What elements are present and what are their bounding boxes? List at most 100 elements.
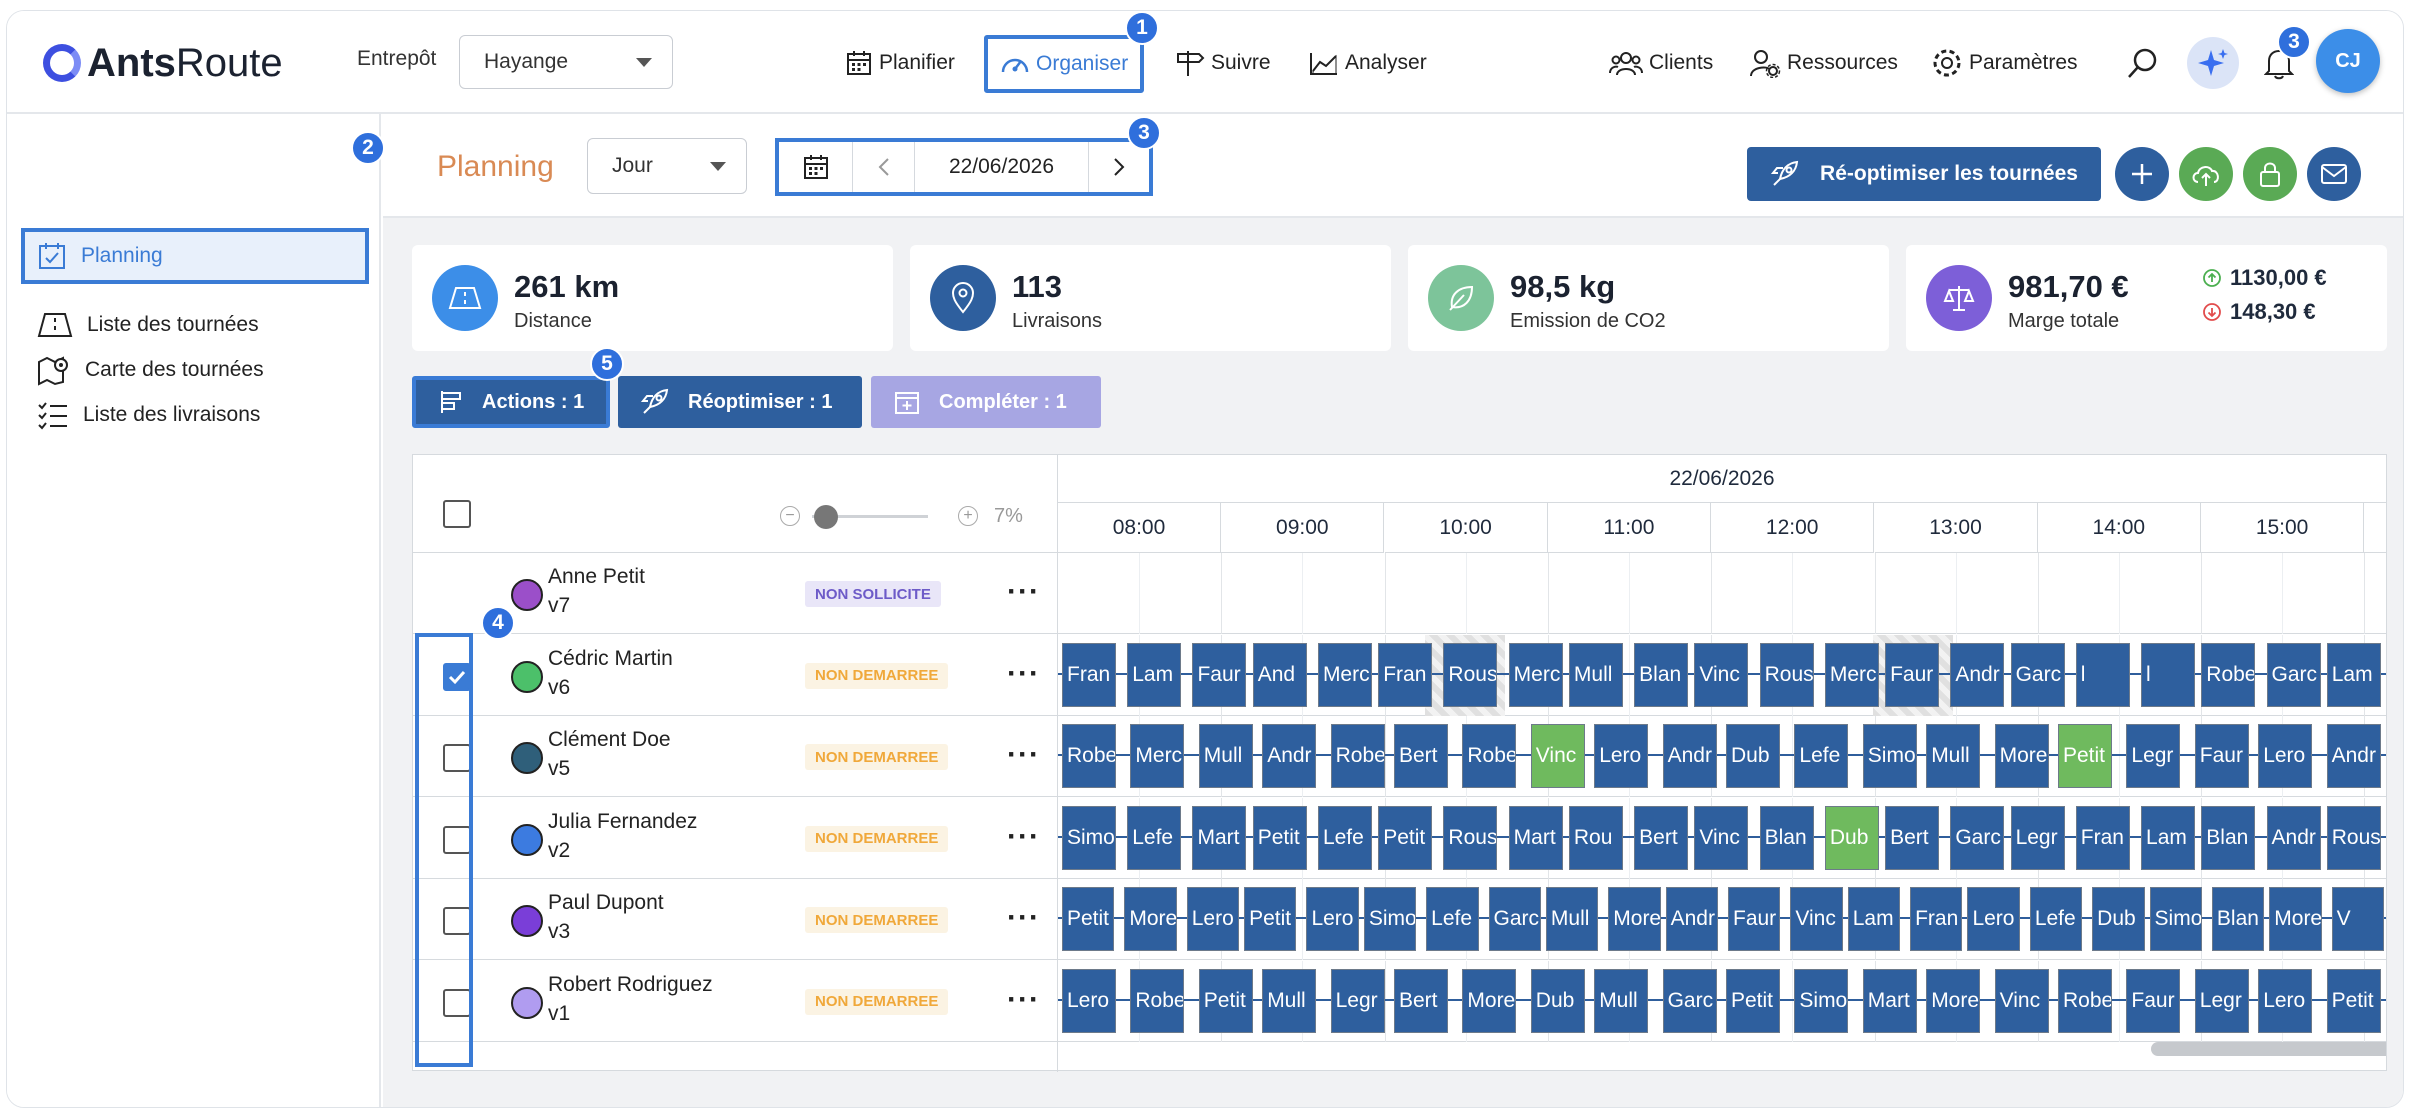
complete-button[interactable]: Compléter : 1 [871, 376, 1101, 428]
ai-assistant-button[interactable] [2187, 37, 2239, 89]
delivery-task[interactable]: Vinc [1994, 968, 2049, 1033]
delivery-task[interactable]: Mart [1192, 805, 1247, 870]
resource-row[interactable]: Anne Petit v7 NON SOLLICITE ··· [413, 553, 1058, 634]
delivery-task[interactable]: Lefe [2029, 887, 2083, 951]
delivery-task[interactable]: Faur [2126, 968, 2181, 1033]
delivery-task[interactable]: Lefe [1127, 805, 1182, 870]
delivery-task[interactable]: Fran [1910, 887, 1963, 951]
delivery-task[interactable]: Lam [1847, 887, 1901, 951]
delivery-task[interactable]: Petit [2326, 968, 2381, 1033]
view-select[interactable]: Jour [587, 138, 747, 194]
nav-organiser[interactable]: Organiser [984, 35, 1145, 93]
delivery-task[interactable]: Bert [1885, 805, 1940, 870]
delivery-task[interactable]: Garc [1662, 968, 1717, 1033]
delivery-task[interactable]: Vinc [1694, 805, 1749, 870]
delivery-task[interactable]: Mull [1545, 887, 1599, 951]
delivery-task[interactable]: Bert [1394, 968, 1448, 1033]
delivery-task[interactable]: Mull [1594, 968, 1649, 1033]
delivery-task[interactable]: Mart [1862, 968, 1917, 1033]
delivery-task[interactable]: More [1124, 887, 1177, 951]
zoom-in-button[interactable]: + [958, 506, 978, 526]
zoom-slider-handle[interactable] [814, 505, 838, 529]
delivery-task[interactable]: Simo [1062, 805, 1116, 870]
more-options-button[interactable]: ··· [1007, 819, 1040, 853]
resource-row[interactable]: Robert Rodriguez v1 NON DEMARREE ··· [413, 961, 1058, 1042]
nav-clients[interactable]: Clients [1609, 41, 1713, 85]
user-avatar[interactable]: CJ [2316, 29, 2380, 93]
delivery-task[interactable]: Merc [1130, 724, 1185, 788]
reoptimize-selection-button[interactable]: Réoptimiser : 1 [618, 376, 862, 428]
delivery-task[interactable]: Mull [1262, 968, 1317, 1033]
delivery-task[interactable]: Lam [1127, 642, 1182, 707]
delivery-task[interactable]: Lero [1062, 968, 1116, 1033]
delivery-task[interactable]: Dub [1824, 805, 1879, 870]
delivery-task[interactable]: Garc [2010, 642, 2065, 707]
delivery-task[interactable]: Legr [1330, 968, 1385, 1033]
delivery-task[interactable]: Robe [1462, 724, 1517, 788]
email-button[interactable] [2307, 147, 2361, 201]
delivery-task[interactable]: Andr [1662, 724, 1717, 788]
more-options-button[interactable]: ··· [1007, 982, 1040, 1016]
delivery-task[interactable]: Faur [1192, 642, 1247, 707]
delivery-task[interactable]: Blan [2201, 805, 2256, 870]
delivery-task[interactable]: More [1462, 968, 1517, 1033]
zoom-slider[interactable] [812, 515, 928, 518]
delivery-task[interactable]: Garc [2266, 642, 2321, 707]
delivery-task[interactable]: Fran [2075, 805, 2130, 870]
delivery-task[interactable]: Bert [1394, 724, 1448, 788]
previous-day-button[interactable] [853, 142, 915, 192]
delivery-task[interactable]: Andr [1262, 724, 1317, 788]
delivery-task[interactable]: Petit [2058, 724, 2112, 788]
delivery-task[interactable]: Simo [1794, 968, 1849, 1033]
nav-planifier[interactable]: Planifier [845, 41, 955, 85]
delivery-task[interactable]: Rous [1443, 805, 1498, 870]
warehouse-select[interactable]: Hayange [459, 35, 673, 89]
resource-checkbox[interactable] [443, 907, 471, 935]
delivery-task[interactable]: Lero [1306, 887, 1359, 951]
delivery-task[interactable]: Legr [2126, 724, 2181, 788]
delivery-task[interactable]: Legr [2194, 968, 2249, 1033]
delivery-task[interactable]: Lero [1594, 724, 1649, 788]
resource-row[interactable]: Clément Doe v5 NON DEMARREE ··· [413, 716, 1058, 797]
nav-parametres[interactable]: Paramètres [1931, 41, 2078, 85]
antsroute-logo[interactable]: AntsRoute [43, 37, 283, 89]
more-options-button[interactable]: ··· [1007, 656, 1040, 690]
zoom-out-button[interactable]: − [780, 506, 800, 526]
delivery-task[interactable]: Rous [1759, 642, 1814, 707]
delivery-task[interactable]: Faur [2194, 724, 2249, 788]
delivery-task[interactable]: Fran [1378, 642, 1433, 707]
delivery-task[interactable]: Blan [1634, 642, 1689, 707]
date-display[interactable]: 22/06/2026 [915, 142, 1089, 192]
delivery-task[interactable]: Petit [1378, 805, 1433, 870]
delivery-task[interactable]: Andr [1950, 642, 2005, 707]
delivery-task[interactable]: l [2075, 642, 2130, 707]
sidebar-item-tour-map[interactable]: Carte des tournées [37, 350, 264, 390]
delivery-task[interactable]: Robe [1130, 968, 1185, 1033]
delivery-task[interactable]: Lefe [1426, 887, 1479, 951]
delivery-task[interactable]: Faur [1728, 887, 1781, 951]
resource-row[interactable]: Cédric Martin v6 NON DEMARREE ··· [413, 635, 1058, 716]
delivery-task[interactable]: More [2269, 887, 2322, 951]
nav-suivre[interactable]: Suivre [1175, 41, 1271, 85]
actions-button[interactable]: Actions : 1 [412, 376, 610, 428]
delivery-task[interactable]: Andr [2326, 724, 2381, 788]
resource-row[interactable]: Paul Dupont v3 NON DEMARREE ··· [413, 879, 1058, 960]
delivery-task[interactable]: Rous [1443, 642, 1498, 707]
delivery-task[interactable]: Lam [2141, 805, 2196, 870]
delivery-task[interactable]: Fran [1062, 642, 1116, 707]
more-options-button[interactable]: ··· [1007, 575, 1040, 608]
delivery-task[interactable]: Rou [1568, 805, 1623, 870]
delivery-task[interactable]: Lero [2258, 724, 2313, 788]
delivery-task[interactable]: Simo [2149, 887, 2202, 951]
delivery-task[interactable]: Bert [1634, 805, 1689, 870]
delivery-task[interactable]: Rous [2326, 805, 2381, 870]
delivery-task[interactable]: Faur [1885, 642, 1940, 707]
delivery-task[interactable]: And [1252, 642, 1307, 707]
add-button[interactable] [2115, 147, 2169, 201]
delivery-task[interactable]: Dub [1530, 968, 1585, 1033]
delivery-task[interactable]: Merc [1508, 642, 1563, 707]
delivery-task[interactable]: Vinc [1530, 724, 1585, 788]
delivery-task[interactable]: Petit [1244, 887, 1297, 951]
resource-row[interactable]: Julia Fernandez v2 NON DEMARREE ··· [413, 798, 1058, 879]
horizontal-scrollbar[interactable] [2151, 1042, 2386, 1056]
